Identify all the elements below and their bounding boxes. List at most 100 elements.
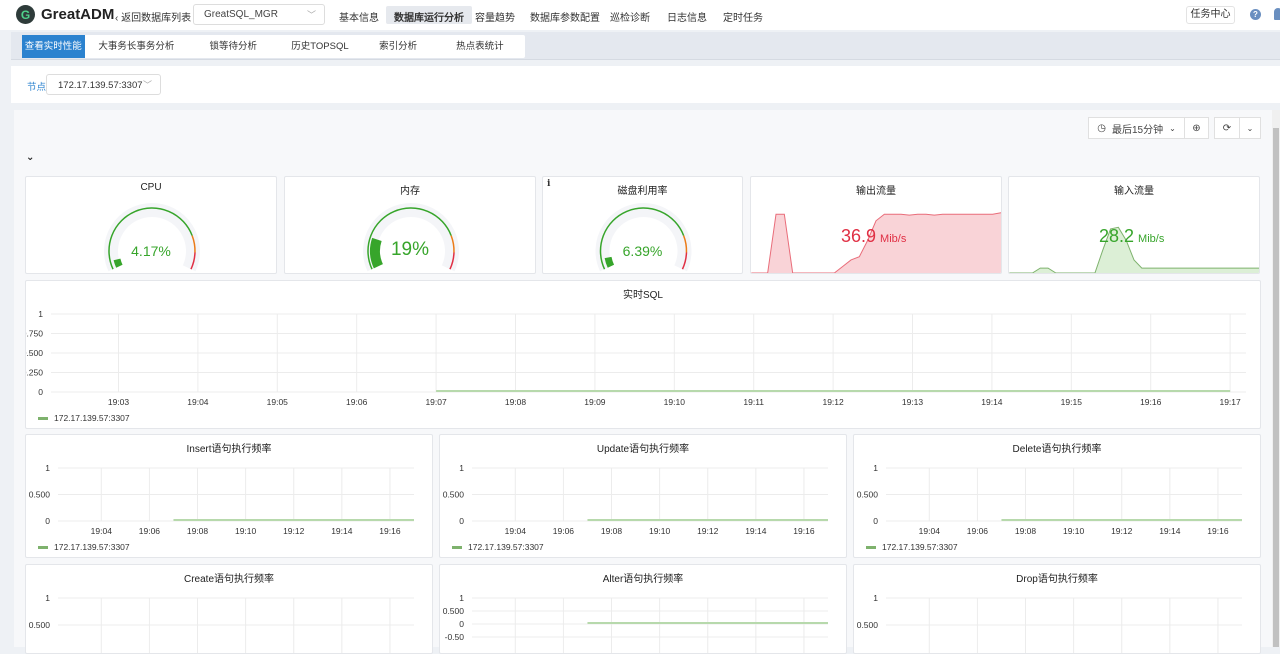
y-tick-label: 0 — [38, 387, 43, 397]
x-tick-label: 19:08 — [601, 526, 623, 536]
x-tick-label: 19:04 — [505, 526, 527, 536]
x-tick-label: 19:04 — [919, 526, 941, 536]
time-range-picker[interactable]: ◷ 最后15分钟 ⌄ — [1088, 117, 1185, 139]
node-label: 节点 — [27, 82, 47, 93]
nav-item[interactable]: 数据库参数配置 — [530, 13, 600, 24]
logo[interactable]: G GreatADM — [16, 5, 114, 24]
subtab[interactable]: 查看实时性能 — [22, 35, 85, 58]
node-select-value: 172.17.139.57:3307 — [58, 80, 143, 91]
subtab[interactable]: 索引分析 — [379, 41, 418, 52]
y-tick-label: 1 — [873, 593, 878, 603]
legend-item[interactable]: 172.17.139.57:3307 — [866, 542, 958, 552]
chevron-down-icon: ﹀ — [142, 80, 152, 90]
y-tick-label: 0 — [873, 516, 878, 526]
x-tick-label: 19:16 — [1140, 397, 1162, 407]
panel-title: Delete语句执行频率 — [1012, 444, 1102, 455]
stat-unit: Mib/s — [1138, 233, 1165, 245]
nav-item[interactable]: 容量趋势 — [475, 13, 515, 24]
app-name: GreatADM — [41, 6, 115, 23]
panel-title: Drop语句执行频率 — [1016, 574, 1098, 585]
stat-value: 28.2 — [1099, 226, 1135, 246]
user-icon[interactable] — [1274, 8, 1280, 20]
chart-panel-drop: Drop语句执行频率 1 0.500 — [853, 564, 1261, 654]
y-tick-label: 1 — [873, 463, 878, 473]
gauge-threshold-ok — [599, 207, 685, 270]
sparkline — [751, 212, 1001, 273]
subtab[interactable]: 历史TOPSQL — [291, 41, 349, 52]
legend-label: 172.17.139.57:3307 — [54, 413, 130, 423]
panel-title: 输出流量 — [856, 186, 896, 197]
nav-item[interactable]: 基本信息 — [339, 13, 379, 24]
stat-panel-out: 输出流量 36.9 Mib/s — [750, 176, 1002, 274]
y-tick-label: -0.50 — [445, 632, 465, 642]
node-select[interactable]: 172.17.139.57:3307 ﹀ — [46, 74, 161, 95]
stat-value-wrap: 36.9 Mib/s — [841, 226, 906, 247]
x-tick-label: 19:14 — [331, 526, 353, 536]
x-tick-label: 19:14 — [745, 526, 767, 536]
panel-title: 实时SQL — [622, 290, 663, 301]
subtab[interactable]: 锁等待分析 — [209, 41, 258, 52]
chart-delete: 1 0.500 0 19:04 19:06 19:08 19:10 19:12 19:14 19:… — [857, 463, 1242, 536]
chart-create: 1 0.500 — [29, 593, 414, 653]
gauge-panel-disk: 磁盘利用率 i 6.39% — [542, 176, 743, 274]
gauge — [595, 203, 692, 272]
node-filter-row — [11, 66, 1280, 103]
chart-panel-create: Create语句执行频率 1 0.500 — [25, 564, 433, 654]
y-tick-label: 0.500 — [29, 620, 51, 630]
x-tick-label: 19:14 — [1159, 526, 1181, 536]
task-center-button[interactable]: 任务中心 — [1186, 6, 1235, 24]
chevron-down-icon: ⌄ — [1169, 123, 1176, 133]
legend-item[interactable]: 172.17.139.57:3307 — [38, 413, 130, 423]
chart-panel-insert: Insert语句执行频率 1 0.500 0 19:04 19:06 19:08 19:10 1… — [25, 434, 433, 558]
panel-title: 磁盘利用率 — [617, 186, 668, 197]
nav-item[interactable]: 日志信息 — [667, 13, 707, 24]
gauge-threshold-ok — [367, 207, 452, 270]
gauge-threshold-crit — [449, 252, 455, 270]
y-tick-label: 1 — [45, 593, 50, 603]
x-tick-label: 19:04 — [187, 397, 209, 407]
x-tick-label: 19:10 — [235, 526, 257, 536]
zoom-in-icon: ⊕ — [1192, 122, 1201, 134]
nav-item[interactable]: 定时任务 — [723, 13, 763, 24]
x-tick-label: 19:13 — [902, 397, 924, 407]
database-select-value: GreatSQL_MGR — [204, 9, 278, 20]
refresh-button[interactable]: ⟳ — [1214, 117, 1240, 139]
chevron-down-icon: ﹀ — [306, 10, 316, 20]
x-tick-label: 19:12 — [283, 526, 305, 536]
gauge-value-arc — [113, 258, 123, 268]
nav-item[interactable]: 数据库运行分析 — [386, 6, 472, 24]
database-select[interactable]: GreatSQL_MGR ﹀ — [193, 4, 325, 25]
scrollbar-thumb[interactable] — [1273, 128, 1279, 647]
x-tick-label: 19:15 — [1061, 397, 1083, 407]
chart-alter: 1 0.500 0 -0.50 — [443, 593, 828, 653]
stat-value-wrap: 28.2 Mib/s — [1099, 226, 1164, 247]
question-icon[interactable]: ? — [1250, 9, 1261, 20]
zoom-in-button[interactable]: ⊕ — [1184, 117, 1209, 139]
legend-item[interactable]: 172.17.139.57:3307 — [452, 542, 544, 552]
legend-item[interactable]: 172.17.139.57:3307 — [38, 542, 130, 552]
info-icon[interactable]: i — [547, 179, 551, 189]
panel-title: 内存 — [400, 186, 420, 197]
y-tick-label: 1 — [38, 309, 43, 319]
nav-item[interactable]: 巡检诊断 — [610, 13, 650, 24]
chart-panel-update: Update语句执行频率 1 0.500 0 19:04 19:06 19:08 19:10 1… — [439, 434, 847, 558]
x-tick-label: 19:16 — [379, 526, 401, 536]
time-range-label: 最后15分钟 — [1111, 124, 1164, 136]
subtab[interactable]: 大事务长事务分析 — [98, 41, 175, 52]
back-link[interactable]: ‹ 返回数据库列表 — [115, 9, 191, 24]
subtab[interactable]: 热点表统计 — [456, 41, 504, 52]
collapse-row-icon[interactable]: ⌄ — [26, 152, 35, 163]
panel-title: Update语句执行频率 — [596, 444, 690, 455]
gauge — [363, 203, 459, 272]
x-tick-label: 19:07 — [425, 397, 447, 407]
refresh-interval-button[interactable]: ⌄ — [1239, 117, 1261, 139]
y-tick-label: 0.500 — [443, 490, 465, 500]
chart-drop: 1 0.500 — [857, 593, 1242, 653]
legend-swatch — [452, 545, 462, 549]
panel-title: Insert语句执行频率 — [186, 444, 272, 455]
x-tick-label: 19:16 — [1207, 526, 1229, 536]
top-nav — [0, 0, 1280, 30]
y-tick-label: 0 — [45, 516, 50, 526]
x-tick-label: 19:10 — [1063, 526, 1085, 536]
y-tick-label: 1 — [45, 463, 50, 473]
